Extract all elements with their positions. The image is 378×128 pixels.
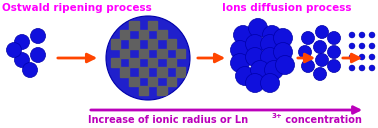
Circle shape [316, 25, 328, 39]
Circle shape [274, 42, 293, 61]
Circle shape [302, 31, 314, 45]
Circle shape [316, 54, 328, 67]
Text: concentration: concentration [282, 115, 362, 125]
Bar [139, 86, 148, 95]
Circle shape [31, 29, 45, 44]
Bar [120, 67, 129, 77]
Circle shape [349, 54, 355, 60]
Circle shape [245, 73, 265, 93]
Bar [139, 30, 148, 39]
Circle shape [349, 65, 355, 71]
Bar [157, 30, 167, 39]
Bar [157, 86, 167, 95]
Bar [148, 58, 157, 67]
Circle shape [327, 60, 341, 72]
Circle shape [14, 52, 29, 67]
Circle shape [260, 73, 279, 93]
Bar [120, 49, 129, 58]
Bar [120, 30, 129, 39]
Circle shape [359, 65, 365, 71]
Bar [148, 21, 157, 30]
Bar [148, 39, 157, 49]
Circle shape [234, 25, 253, 45]
Circle shape [260, 47, 279, 67]
Circle shape [302, 60, 314, 72]
Circle shape [276, 56, 294, 74]
Bar [111, 58, 120, 67]
Circle shape [359, 54, 365, 60]
Bar [167, 58, 176, 67]
Bar [167, 77, 176, 86]
Bar [176, 49, 185, 58]
Text: Ions diffusion process: Ions diffusion process [222, 3, 352, 13]
Circle shape [14, 35, 29, 50]
Text: Ostwald ripening process: Ostwald ripening process [2, 3, 152, 13]
Bar [129, 39, 139, 49]
Circle shape [369, 32, 375, 38]
Circle shape [369, 65, 375, 71]
Text: 3+: 3+ [272, 113, 283, 119]
Circle shape [274, 29, 293, 47]
Circle shape [369, 54, 375, 60]
Circle shape [245, 35, 265, 54]
Bar [176, 67, 185, 77]
Circle shape [349, 43, 355, 49]
Circle shape [23, 62, 37, 77]
Circle shape [349, 32, 355, 38]
Circle shape [262, 25, 282, 45]
Circle shape [327, 45, 341, 58]
Circle shape [359, 43, 365, 49]
Circle shape [6, 42, 22, 57]
Bar [157, 49, 167, 58]
Circle shape [235, 67, 254, 86]
Bar [129, 21, 139, 30]
Bar [148, 77, 157, 86]
Circle shape [106, 16, 190, 100]
Bar [129, 58, 139, 67]
Bar [139, 67, 148, 77]
Bar [157, 67, 167, 77]
Circle shape [251, 61, 270, 79]
Bar [129, 77, 139, 86]
Circle shape [231, 54, 249, 72]
Circle shape [231, 40, 249, 60]
Circle shape [265, 61, 284, 79]
Circle shape [313, 67, 327, 81]
Bar [139, 49, 148, 58]
Circle shape [245, 47, 265, 67]
Circle shape [260, 35, 279, 54]
Circle shape [359, 32, 365, 38]
Bar [111, 39, 120, 49]
Circle shape [248, 19, 268, 38]
Circle shape [313, 40, 327, 54]
Text: Increase of ionic radius or Ln: Increase of ionic radius or Ln [88, 115, 248, 125]
Circle shape [369, 43, 375, 49]
Bar [167, 39, 176, 49]
Circle shape [327, 31, 341, 45]
Circle shape [31, 47, 45, 62]
Circle shape [299, 45, 311, 58]
